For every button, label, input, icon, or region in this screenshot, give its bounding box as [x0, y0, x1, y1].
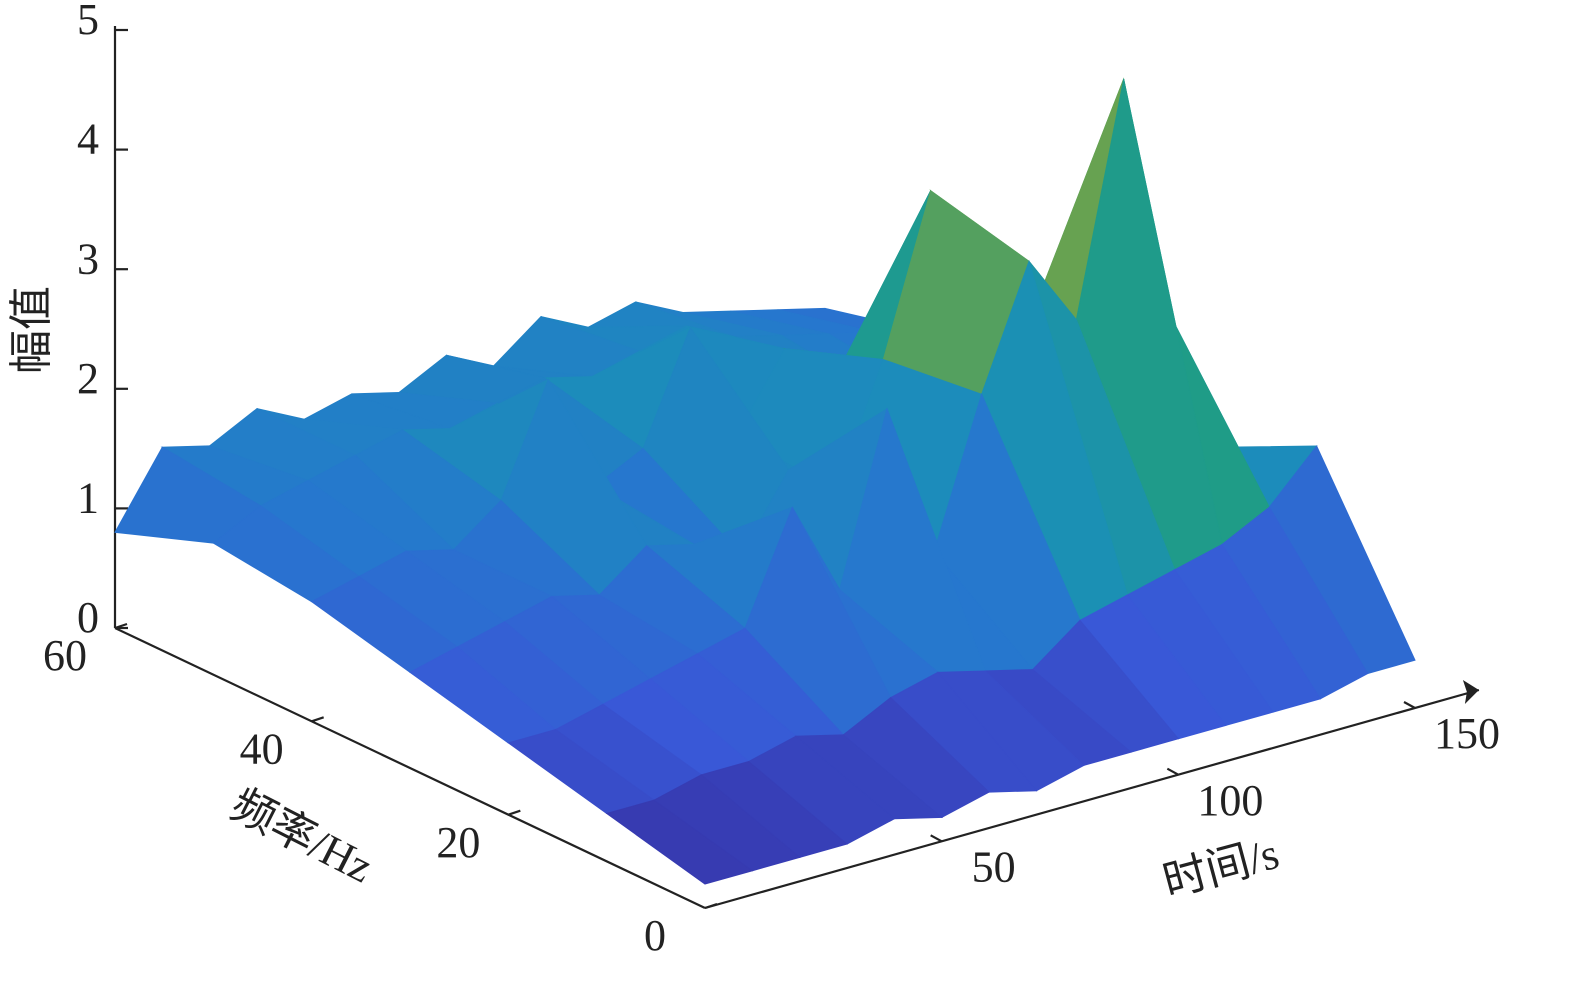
y-tick-label: 20	[436, 818, 480, 867]
x-tick	[1403, 701, 1416, 709]
x-tick-label: 50	[972, 842, 1016, 891]
z-tick-label: 1	[77, 473, 99, 522]
y-tick-label: 0	[644, 911, 666, 960]
y-tick	[507, 809, 521, 816]
x-tick	[930, 834, 943, 843]
y-axis-line	[114, 627, 706, 909]
z-tick-label: 5	[77, 0, 99, 44]
x-tick	[1166, 767, 1179, 776]
z-axis-label: 幅值	[7, 286, 56, 374]
y-tick	[311, 716, 325, 723]
z-tick-label: 3	[77, 234, 99, 283]
surface-cell	[605, 799, 754, 885]
z-tick-label: 2	[77, 354, 99, 403]
x-axis-label: 时间/s	[1158, 829, 1284, 907]
x-tick-label: 100	[1197, 776, 1263, 825]
y-tick-label: 60	[43, 631, 87, 680]
z-tick-label: 4	[77, 115, 99, 164]
y-tick	[704, 902, 718, 910]
y-tick-label: 40	[240, 724, 284, 773]
z-tick-label: 0	[77, 593, 99, 642]
x-axis-arrow	[1462, 680, 1479, 704]
x-axis-line	[704, 688, 1480, 910]
y-tick	[114, 622, 128, 630]
x-tick-label: 150	[1434, 709, 1500, 758]
y-axis-label: 频率/Hz	[223, 780, 380, 892]
